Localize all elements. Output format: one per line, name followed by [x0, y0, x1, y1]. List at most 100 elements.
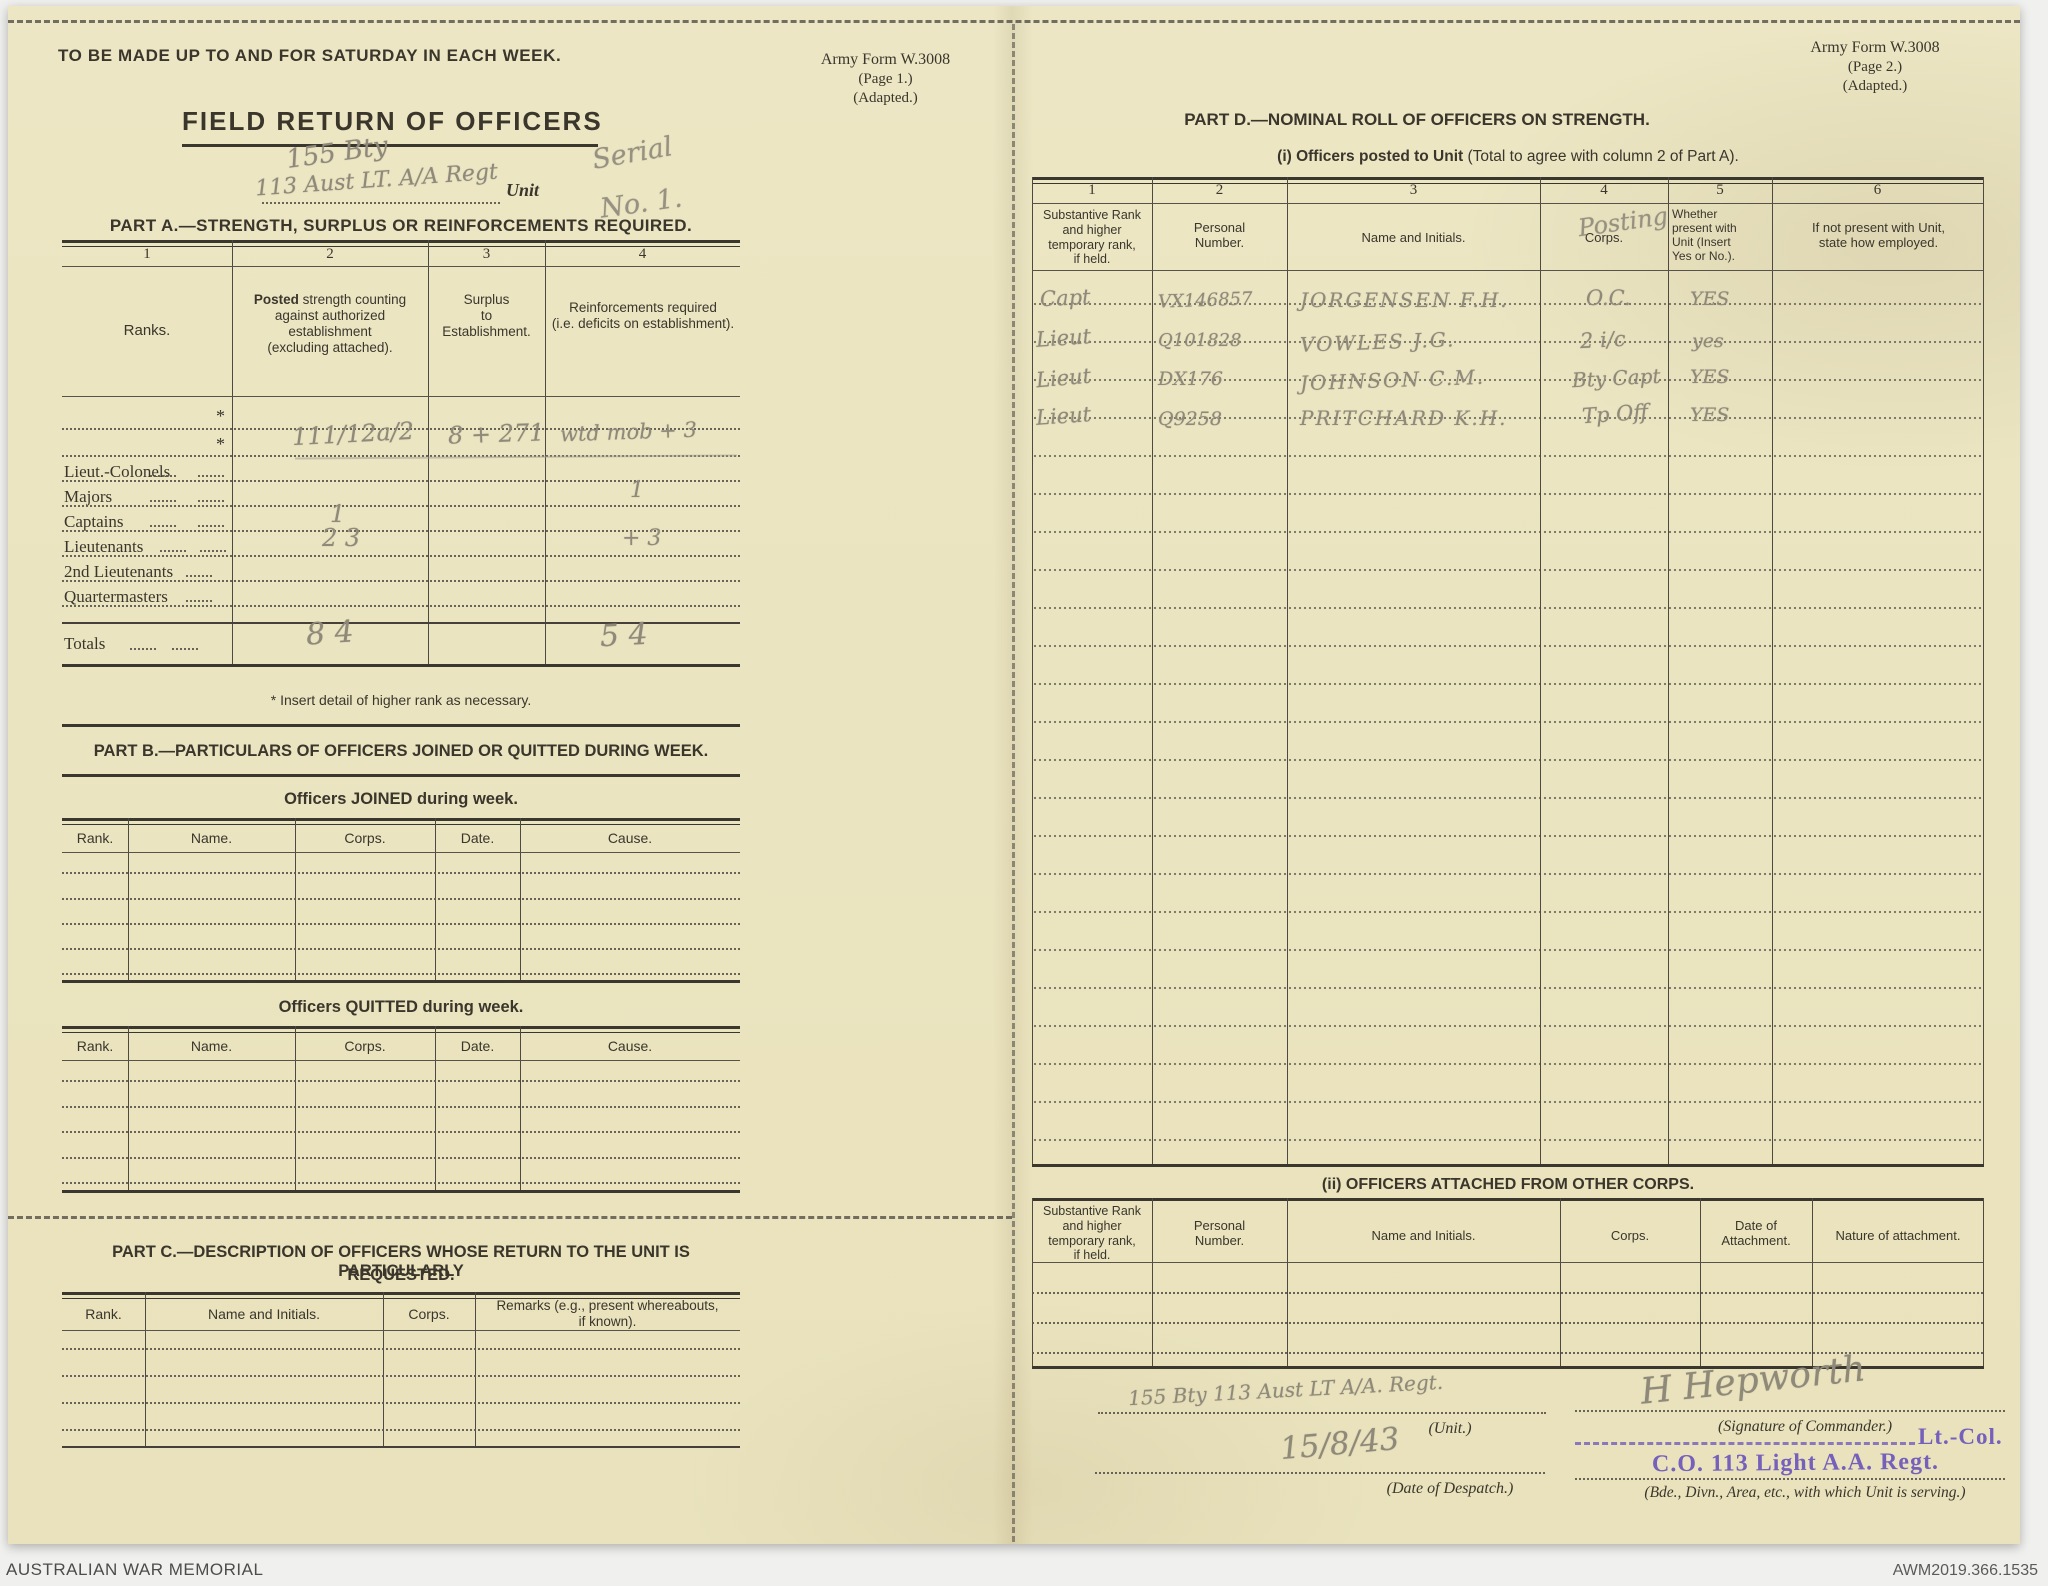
roll-numbers-rule [1032, 203, 1983, 204]
part-c-col-line [383, 1292, 384, 1448]
attached-col5-header: Date of Attachment. [1721, 1218, 1791, 1249]
roll-colnum-2: 2 [1215, 182, 1224, 198]
attached-header-rule [1032, 1262, 1983, 1263]
part-a-dotted-row [62, 555, 740, 557]
signature-line [1575, 1410, 2005, 1412]
rank-leader [130, 648, 156, 650]
rank-leader [150, 525, 176, 527]
part-c-dotted-row [62, 1402, 740, 1404]
roll-row-present: YES [1690, 404, 1730, 426]
roll-row-rank: Lieut [1035, 324, 1092, 352]
roll-row-rank: Lieut [1035, 363, 1093, 393]
part-b-heading: PART B.—PARTICULARS OF OFFICERS JOINED O… [93, 742, 709, 760]
officers-joined-heading: Officers JOINED during week. [284, 790, 518, 808]
roll-col-line [1772, 177, 1773, 1165]
roll-bottom-rule [1032, 1164, 1984, 1167]
roll-row-number: Q101828 [1158, 330, 1242, 351]
part-c-col-line [145, 1292, 146, 1448]
quitted-dotted-row [62, 1080, 740, 1082]
roll-colnum-4: 4 [1600, 182, 1608, 198]
roll-row-corps: O.C. [1586, 286, 1631, 310]
part-d-subheading: (i) Officers posted to Unit (Total to ag… [1032, 148, 1984, 166]
quitted-col-line [295, 1026, 296, 1190]
roll-row-present: YES [1690, 288, 1730, 310]
joined-col-line [295, 818, 296, 982]
rank-leader [198, 500, 224, 502]
hw-totals-reinf: 5 4 [599, 616, 649, 655]
roll-col-line [1032, 177, 1033, 1165]
joined-dotted-row [62, 923, 740, 925]
part-a-col-line [545, 240, 546, 666]
part-d-sub-bold: (i) Officers posted to Unit [1277, 148, 1464, 165]
quitted-col-corps: Corps. [344, 1038, 386, 1054]
joined-col-date: Date. [460, 830, 495, 846]
part-c-col-name: Name and Initials. [207, 1306, 321, 1322]
attached-col-line [1700, 1198, 1701, 1366]
joined-dotted-row [62, 872, 740, 874]
roll-col-line [1983, 177, 1984, 1165]
section-rule [62, 774, 740, 777]
roll-col-line [1540, 177, 1541, 1165]
rank-leader [172, 648, 198, 650]
part-a-top-rule [62, 240, 740, 247]
form-ref-line1: Army Form W.3008 [1810, 39, 1940, 56]
part-a-dotted-row [62, 505, 740, 507]
part-c-dotted-row [62, 1348, 740, 1350]
joined-col-corps: Corps. [344, 830, 386, 846]
part-a-colnum-1: 1 [143, 246, 151, 262]
part-a-col2-rest: against authorized establishment (exclud… [267, 307, 393, 355]
roll-row-name: PRITCHARD K.H. [1300, 406, 1508, 430]
roll-colnum-3: 3 [1409, 182, 1418, 198]
part-a-dotted-row [62, 605, 740, 607]
centre-fold-perforation [1012, 24, 1015, 1542]
part-a-colnum-2: 2 [326, 246, 334, 262]
roll-row-corps: 2 i/c [1579, 326, 1627, 354]
rank-label: Quartermasters [64, 587, 168, 606]
part-a-dotted-row [62, 580, 740, 582]
part-a-heading: PART A.—STRENGTH, SURPLUS OR REINFORCEME… [109, 216, 693, 235]
part-c-heading-line2: REQUESTED. [347, 1266, 455, 1284]
hw-captains-posted: 1 [330, 500, 346, 528]
roll-col6-header: If not present with Unit, state how empl… [1812, 220, 1945, 251]
part-a-bottom-rule [62, 664, 740, 667]
joined-col-name: Name. [190, 830, 233, 846]
quitted-dotted-row [62, 1131, 740, 1133]
part-c-col-corps: Corps. [408, 1306, 450, 1322]
part-d-sub-rest: (Total to agree with column 2 of Part A)… [1463, 148, 1739, 165]
part-a-col3-header: Surplus to Establishment. [442, 292, 531, 339]
part-a-col2-line1: strength counting [298, 292, 407, 307]
part-c-bottom-rule [62, 1446, 740, 1448]
joined-dotted-row [62, 948, 740, 950]
unit-label: Unit [506, 180, 540, 200]
roll-col1-header: Substantive Rank and higher temporary ra… [1043, 208, 1141, 267]
rank-leader [150, 475, 176, 477]
rank-label: Captains [64, 512, 124, 531]
joined-col-rank: Rank. [76, 830, 114, 846]
attached-col-line [1287, 1198, 1288, 1366]
roll-col-line [1152, 177, 1153, 1165]
form-ref-line3: (Adapted.) [853, 89, 918, 106]
roll-row-rank: Capt [1039, 284, 1092, 312]
part-c-col-rank: Rank. [85, 1306, 122, 1322]
quitted-col-rank: Rank. [76, 1038, 114, 1054]
roll-colnum-5: 5 [1716, 182, 1724, 198]
part-a-col-line [232, 240, 233, 666]
part-a-col4-header: Reinforcements required (i.e. deficits o… [551, 300, 735, 331]
part-a-dotted-row [62, 480, 740, 482]
form-ref-page2: Army Form W.3008 (Page 2.) (Adapted.) [1770, 38, 1980, 96]
part-a-colnum-4: 4 [638, 246, 647, 262]
roll-dotted-rows [1033, 302, 1983, 1158]
quitted-table-top-rule [62, 1026, 740, 1033]
joined-col-cause: Cause. [607, 830, 653, 846]
joined-table-top-rule [62, 818, 740, 825]
quitted-col-date: Date. [460, 1038, 495, 1054]
attached-dotted-row [1032, 1322, 1983, 1324]
roll-row-present: yes [1692, 330, 1724, 352]
roll-row-corps: Tp Off [1581, 399, 1649, 429]
joined-col-line [520, 818, 521, 982]
roll-row-present: YES [1690, 366, 1730, 388]
part-a-col-line [428, 240, 429, 666]
despatch-date-label: (Date of Despatch.) [1386, 1480, 1514, 1497]
attached-col-line [1152, 1198, 1153, 1366]
